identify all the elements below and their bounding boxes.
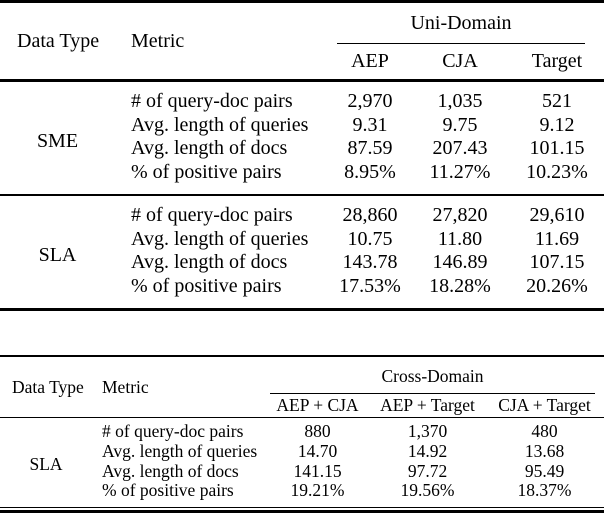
metric-cell: # of query-doc pairs bbox=[131, 204, 293, 226]
table-header-row: Data Type Metric Uni-Domain bbox=[0, 2, 604, 52]
column-header-metric: Metric bbox=[131, 29, 185, 52]
metric-cell: Avg. length of queries bbox=[102, 440, 258, 461]
value-cell: 11.27% bbox=[429, 160, 491, 183]
cross-domain-table-header: Data Type Metric Cross-Domain AEP + CJA … bbox=[0, 356, 604, 418]
group-sla: SLA # of query-doc pairs 880 1,370 480 A… bbox=[0, 418, 604, 508]
metric-cell: Avg. length of docs bbox=[131, 137, 288, 159]
value-cell: 20.26% bbox=[526, 274, 588, 297]
table-row: Avg. length of queries 14.70 14.92 13.68 bbox=[0, 440, 604, 462]
value-cell: 10.75 bbox=[347, 227, 393, 250]
value-cell: 27,820 bbox=[432, 204, 488, 226]
table-row: Avg. length of docs 143.78 146.89 107.15 bbox=[0, 251, 604, 275]
value-cell: 97.72 bbox=[407, 460, 448, 481]
value-cell: 95.49 bbox=[524, 460, 565, 481]
metric-cell: Avg. length of queries bbox=[131, 227, 309, 250]
value-cell: 11.80 bbox=[437, 227, 483, 250]
value-cell: 29,610 bbox=[529, 204, 585, 226]
column-header-data-type: Data Type bbox=[17, 29, 100, 52]
group-header-cell: Uni-Domain bbox=[330, 2, 604, 44]
value-cell: 207.43 bbox=[432, 137, 488, 159]
value-cell: 14.92 bbox=[407, 440, 448, 461]
data-type-cell: SLA bbox=[29, 453, 63, 474]
column-header-aep: AEP bbox=[351, 50, 389, 72]
table-subheader-row: AEP + CJA AEP + Target CJA + Target bbox=[0, 394, 604, 418]
metric-cell: # of query-doc pairs bbox=[102, 421, 244, 441]
value-cell: 880 bbox=[304, 421, 331, 441]
value-cell: 143.78 bbox=[342, 251, 398, 273]
table-row: % of positive pairs 8.95% 11.27% 10.23% bbox=[0, 161, 604, 196]
metric-cell: % of positive pairs bbox=[102, 480, 234, 501]
value-cell: 11.69 bbox=[534, 227, 580, 250]
group-sme: SME # of query-doc pairs 2,970 1,035 521… bbox=[0, 81, 604, 196]
table-bottom-rule bbox=[0, 510, 604, 514]
value-cell: 18.28% bbox=[429, 274, 491, 297]
table-row: SME # of query-doc pairs 2,970 1,035 521 bbox=[0, 81, 604, 152]
group-header-cross-domain: Cross-Domain bbox=[270, 362, 596, 394]
value-cell: 28,860 bbox=[342, 204, 398, 226]
table-row: SLA # of query-doc pairs 880 1,370 480 bbox=[0, 418, 604, 474]
metric-cell: % of positive pairs bbox=[131, 160, 282, 183]
value-cell: 17.53% bbox=[339, 274, 401, 297]
table-subheader-row: AEP CJA Target bbox=[0, 44, 604, 81]
table-row: % of positive pairs 17.53% 18.28% 20.26% bbox=[0, 275, 604, 310]
column-header-metric: Metric bbox=[102, 376, 149, 397]
value-cell: 87.59 bbox=[347, 137, 393, 159]
value-cell: 10.23% bbox=[526, 160, 588, 183]
value-cell: 18.37% bbox=[517, 480, 572, 501]
metric-cell: Avg. length of docs bbox=[131, 251, 288, 273]
group-sla: SLA # of query-doc pairs 28,860 27,820 2… bbox=[0, 195, 604, 310]
data-type-cell: SME bbox=[36, 130, 79, 153]
value-cell: 9.12 bbox=[539, 113, 575, 136]
table-row: Avg. length of queries 9.31 9.75 9.12 bbox=[0, 114, 604, 138]
metric-cell: % of positive pairs bbox=[131, 274, 282, 297]
value-cell: 8.95% bbox=[344, 160, 396, 183]
column-header-data-type: Data Type bbox=[12, 376, 84, 397]
group-header-uni-domain: Uni-Domain bbox=[337, 6, 586, 44]
table-row: Avg. length of queries 10.75 11.80 11.69 bbox=[0, 228, 604, 252]
value-cell: 19.21% bbox=[290, 480, 345, 501]
column-header-cja: CJA bbox=[442, 50, 478, 72]
uni-domain-table-header: Data Type Metric Uni-Domain AEP CJA Targ… bbox=[0, 2, 604, 81]
metric-cell: # of query-doc pairs bbox=[131, 90, 293, 112]
value-cell: 2,970 bbox=[347, 90, 393, 112]
value-cell: 521 bbox=[542, 90, 572, 112]
cross-domain-table: Data Type Metric Cross-Domain AEP + CJA … bbox=[0, 355, 604, 509]
value-cell: 480 bbox=[531, 421, 558, 441]
value-cell: 107.15 bbox=[529, 251, 585, 273]
column-header-target: Target bbox=[531, 50, 583, 72]
group-header-cell: Cross-Domain bbox=[265, 356, 604, 394]
value-cell: 19.56% bbox=[400, 480, 455, 501]
table-row: Avg. length of docs 141.15 97.72 95.49 bbox=[0, 460, 604, 482]
value-cell: 146.89 bbox=[432, 251, 488, 273]
metric-cell: Avg. length of docs bbox=[102, 460, 239, 481]
value-cell: 13.68 bbox=[524, 440, 565, 461]
column-header-aep-cja: AEP + CJA bbox=[276, 395, 359, 415]
value-cell: 9.75 bbox=[442, 113, 478, 136]
uni-domain-table: Data Type Metric Uni-Domain AEP CJA Targ… bbox=[0, 0, 604, 311]
data-type-cell: SLA bbox=[38, 244, 77, 267]
metric-cell: Avg. length of queries bbox=[131, 113, 309, 136]
value-cell: 141.15 bbox=[293, 460, 342, 481]
value-cell: 9.31 bbox=[352, 113, 388, 136]
column-header-aep-target: AEP + Target bbox=[380, 395, 475, 415]
table-header-row: Data Type Metric Cross-Domain bbox=[0, 356, 604, 397]
value-cell: 101.15 bbox=[529, 137, 585, 159]
table-row: SLA # of query-doc pairs 28,860 27,820 2… bbox=[0, 195, 604, 266]
table-row: Avg. length of docs 87.59 207.43 101.15 bbox=[0, 137, 604, 161]
value-cell: 14.70 bbox=[297, 440, 338, 461]
column-header-cja-target: CJA + Target bbox=[498, 395, 591, 415]
value-cell: 1,370 bbox=[407, 421, 448, 441]
value-cell: 1,035 bbox=[437, 90, 483, 112]
table-row: % of positive pairs 19.21% 19.56% 18.37% bbox=[0, 480, 604, 507]
